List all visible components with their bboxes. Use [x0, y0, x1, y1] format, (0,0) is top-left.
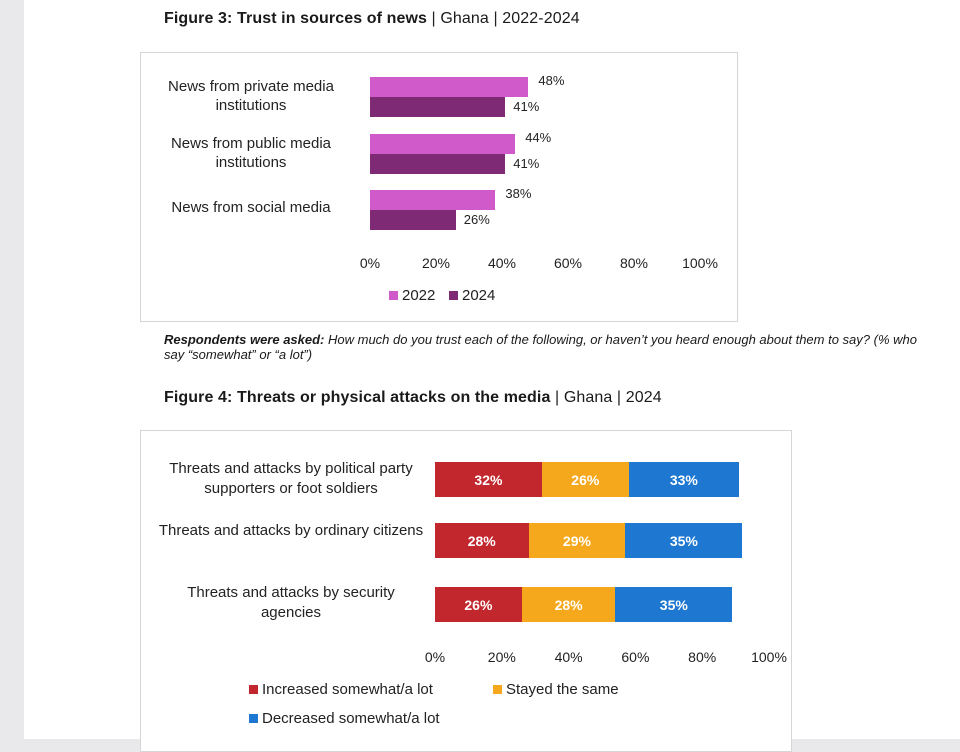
legend-item: Decreased somewhat/a lot: [249, 710, 440, 727]
figure-4-title: Figure 4: Threats or physical attacks on…: [164, 389, 662, 407]
value-label: 41%: [513, 156, 540, 171]
figure-4-year: 2024: [625, 389, 662, 406]
note-text: How much do you trust each of the follow…: [164, 332, 917, 362]
bar-segment: [528, 523, 626, 558]
segment-value-label: 28%: [467, 532, 496, 549]
bar-2024: [370, 97, 506, 117]
bar-segment: [435, 462, 542, 497]
segment-value-label: 33%: [669, 471, 698, 488]
category-label: Threats and attacks by political party s…: [169, 460, 413, 497]
x-tick-label: 40%: [554, 649, 583, 665]
segment-value-label: 29%: [562, 532, 591, 549]
value-label: 44%: [525, 130, 552, 145]
x-tick-label: 40%: [487, 255, 517, 271]
bar-segment: [521, 587, 616, 622]
figure-3-period: 2022-2024: [502, 10, 580, 27]
figure-4-chart: Threats and attacks by political party s…: [140, 430, 792, 752]
bar-segment: [625, 523, 743, 558]
x-tick-label: 80%: [619, 255, 649, 271]
figure-3-chart: News from private media institutions 48% 4…: [140, 52, 738, 322]
legend-item: Stayed the same: [493, 681, 619, 698]
title-separator: |: [612, 389, 626, 406]
value-label: 38%: [505, 186, 532, 201]
segment-value-label: 32%: [474, 471, 503, 488]
x-tick-label: 100%: [751, 649, 787, 665]
segment-value-label: 26%: [571, 471, 600, 488]
title-separator: |: [488, 10, 503, 27]
x-tick-label: 60%: [553, 255, 583, 271]
bar-2024: [370, 154, 506, 174]
bar-2022: [370, 190, 496, 210]
x-tick-label: 100%: [682, 255, 718, 271]
segment-value-label: 26%: [464, 596, 493, 613]
legend-swatch: [493, 685, 502, 694]
title-separator: |: [550, 389, 564, 406]
segment-value-label: 35%: [669, 532, 698, 549]
bar-segment: [435, 523, 529, 558]
legend-swatch: [449, 291, 458, 300]
legend-label: Increased somewhat/a lot: [262, 681, 433, 698]
x-tick-label: 0%: [359, 255, 381, 271]
legend-swatch: [249, 714, 258, 723]
segment-value-label: 35%: [659, 596, 688, 613]
bar-2022: [370, 134, 516, 154]
category-label: News from public media institutions: [170, 135, 332, 171]
bar-2022: [370, 77, 529, 97]
bar-segment: [628, 462, 739, 497]
figure-3-title: Figure 3: Trust in sources of news | Gha…: [164, 10, 580, 28]
figure-3-title-bold: Figure 3: Trust in sources of news: [164, 10, 428, 27]
category-label: News from social media: [171, 199, 331, 216]
bar-segment: [615, 587, 733, 622]
legend-item-2024: 2024: [449, 287, 495, 304]
value-label: 48%: [538, 73, 565, 88]
category-label: News from private media institutions: [168, 78, 334, 114]
survey-question-note: Respondents were asked: How much do you …: [164, 332, 924, 362]
figure-3-country: Ghana: [440, 10, 489, 27]
legend-swatch: [249, 685, 258, 694]
legend-label: Stayed the same: [506, 681, 619, 698]
legend-item-2022: 2022: [389, 287, 435, 304]
value-label: 26%: [463, 212, 490, 227]
x-tick-label: 60%: [621, 649, 650, 665]
figure-4-country: Ghana: [563, 389, 613, 406]
category-label: Threats and attacks by security agencies: [187, 584, 395, 621]
x-tick-label: 0%: [424, 649, 446, 665]
document-page: Figure 3: Trust in sources of news | Gha…: [24, 0, 960, 752]
x-tick-label: 20%: [421, 255, 451, 271]
bar-segment: [541, 462, 629, 497]
legend-item: Increased somewhat/a lot: [249, 681, 433, 698]
bar-2024: [370, 210, 456, 230]
legend-label: 2022: [402, 287, 436, 304]
legend-label: 2024: [462, 287, 496, 304]
title-separator: |: [427, 10, 441, 27]
segment-value-label: 28%: [554, 596, 583, 613]
figure-4-title-bold: Figure 4: Threats or physical attacks on…: [164, 389, 551, 406]
legend-label: Decreased somewhat/a lot: [262, 710, 440, 727]
note-prefix: Respondents were asked:: [164, 332, 325, 347]
bar-segment: [435, 587, 522, 622]
x-tick-label: 20%: [487, 649, 516, 665]
legend-swatch: [389, 291, 398, 300]
value-label: 41%: [513, 99, 540, 114]
x-tick-label: 80%: [688, 649, 717, 665]
category-label: Threats and attacks by ordinary citizens: [158, 522, 424, 539]
